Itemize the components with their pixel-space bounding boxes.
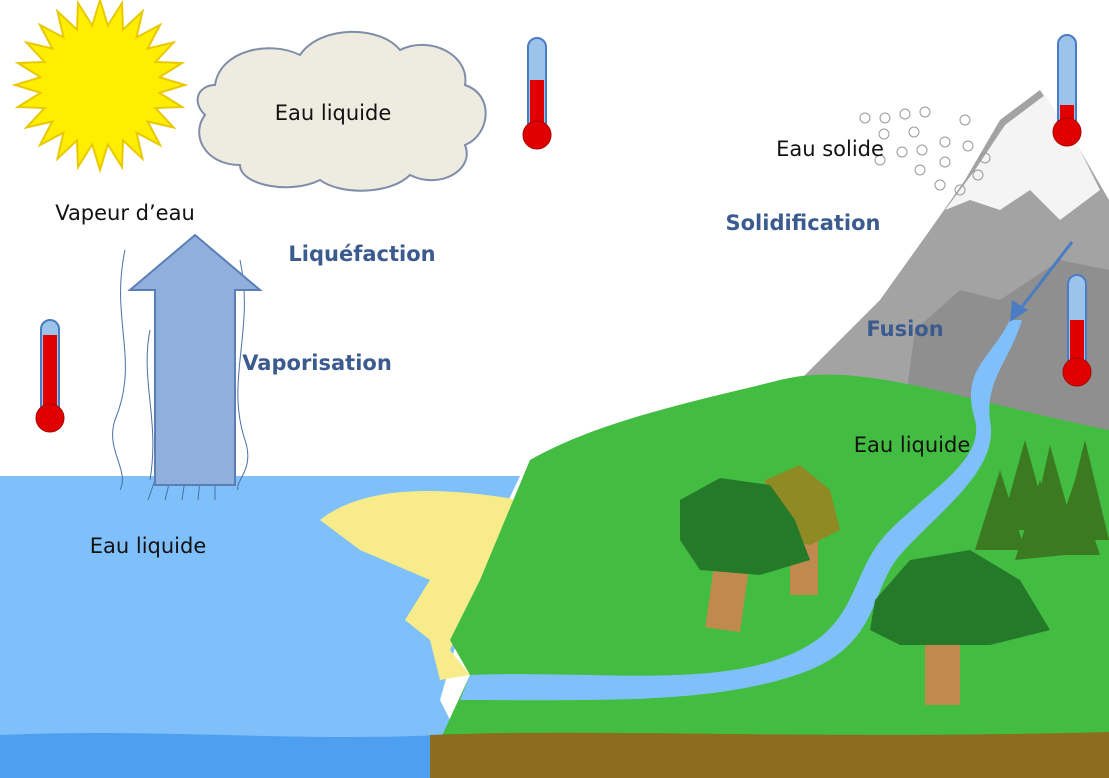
deep-sea [0,733,440,778]
thermometer [523,38,551,149]
water-cycle: Eau liquide Vapeur d’eau Eau liquide Eau… [0,0,1109,778]
sun [15,0,185,170]
state-label: Eau liquide [90,534,207,558]
process-label: Fusion [866,317,943,341]
process-label: Vaporisation [242,351,392,375]
process-label: Solidification [726,211,881,235]
process-label: Liquéfaction [288,242,435,266]
state-label: Vapeur d’eau [55,201,195,225]
thermometer [1063,275,1091,386]
state-label: Eau liquide [854,433,971,457]
state-label: Eau solide [776,137,884,161]
soil [430,732,1109,778]
state-label: Eau liquide [275,101,392,125]
thermometer [36,320,64,432]
page: Eau liquide Vapeur d’eau Eau liquide Eau… [0,0,1109,778]
thermometer [1053,35,1081,146]
